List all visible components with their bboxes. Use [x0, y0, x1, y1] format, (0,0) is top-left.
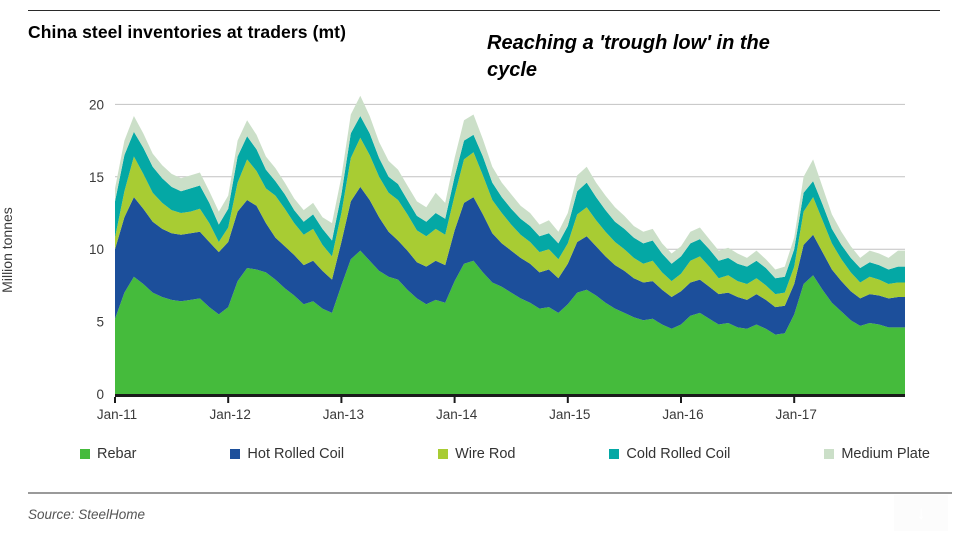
area-wire-rod — [115, 137, 905, 308]
legend-item-wire-rod: Wire Rod — [438, 446, 516, 462]
legend-swatch-medium-plate — [824, 449, 835, 459]
chart-annotation: Reaching a 'trough low' in the cycle — [487, 30, 887, 84]
annotation-line-1: Reaching a 'trough low' in the — [487, 32, 770, 54]
source-note: Source: SteelHome — [28, 507, 146, 522]
legend-label-cold-rolled-coil: Cold Rolled Coil — [626, 446, 731, 462]
chart-legend: Rebar Hot Rolled Coil Wire Rod Cold Rolled … — [80, 446, 930, 462]
legend-label-medium-plate: Medium Plate — [841, 446, 930, 462]
legend-swatch-wire-rod — [438, 449, 449, 459]
bottom-divider — [28, 492, 952, 494]
x-tick-label-Jan-12: Jan-12 — [210, 407, 251, 422]
legend-swatch-cold-rolled-coil — [609, 449, 620, 459]
x-tick-label-Jan-15: Jan-15 — [549, 407, 590, 422]
x-tick-label-Jan-13: Jan-13 — [323, 407, 364, 422]
chart-title: China steel inventories at traders (mt) — [28, 22, 347, 42]
legend-swatch-rebar — [80, 449, 90, 459]
legend-label-wire-rod: Wire Rod — [455, 446, 516, 462]
y-tick-label-5: 5 — [96, 315, 104, 330]
legend-item-cold-rolled-coil: Cold Rolled Coil — [609, 446, 730, 462]
legend-swatch-hot-rolled-coil — [230, 449, 241, 459]
download-button[interactable]: ↓ — [894, 495, 948, 531]
x-tick-label-Jan-14: Jan-14 — [436, 407, 478, 422]
area-hot-rolled-coil — [115, 186, 905, 335]
y-tick-label-10: 10 — [89, 242, 104, 257]
legend-item-hot-rolled-coil: Hot Rolled Coil — [230, 446, 344, 462]
x-tick-label-Jan-11: Jan-11 — [97, 407, 137, 422]
y-tick-label-20: 20 — [89, 97, 104, 112]
y-tick-label-0: 0 — [96, 387, 104, 402]
x-tick-label-Jan-17: Jan-17 — [776, 407, 817, 422]
legend-item-rebar: Rebar — [80, 446, 137, 462]
legend-item-medium-plate: Medium Plate — [824, 446, 930, 462]
y-tick-label-15: 15 — [89, 170, 104, 185]
top-divider — [28, 10, 940, 11]
legend-label-hot-rolled-coil: Hot Rolled Coil — [247, 446, 345, 462]
area-cold-rolled-coil — [115, 116, 905, 295]
annotation-line-2: cycle — [487, 59, 538, 81]
area-rebar — [115, 250, 905, 394]
legend-label-rebar: Rebar — [97, 446, 137, 462]
x-tick-label-Jan-16: Jan-16 — [662, 407, 703, 422]
download-arrow-icon: ↓ — [916, 502, 926, 524]
